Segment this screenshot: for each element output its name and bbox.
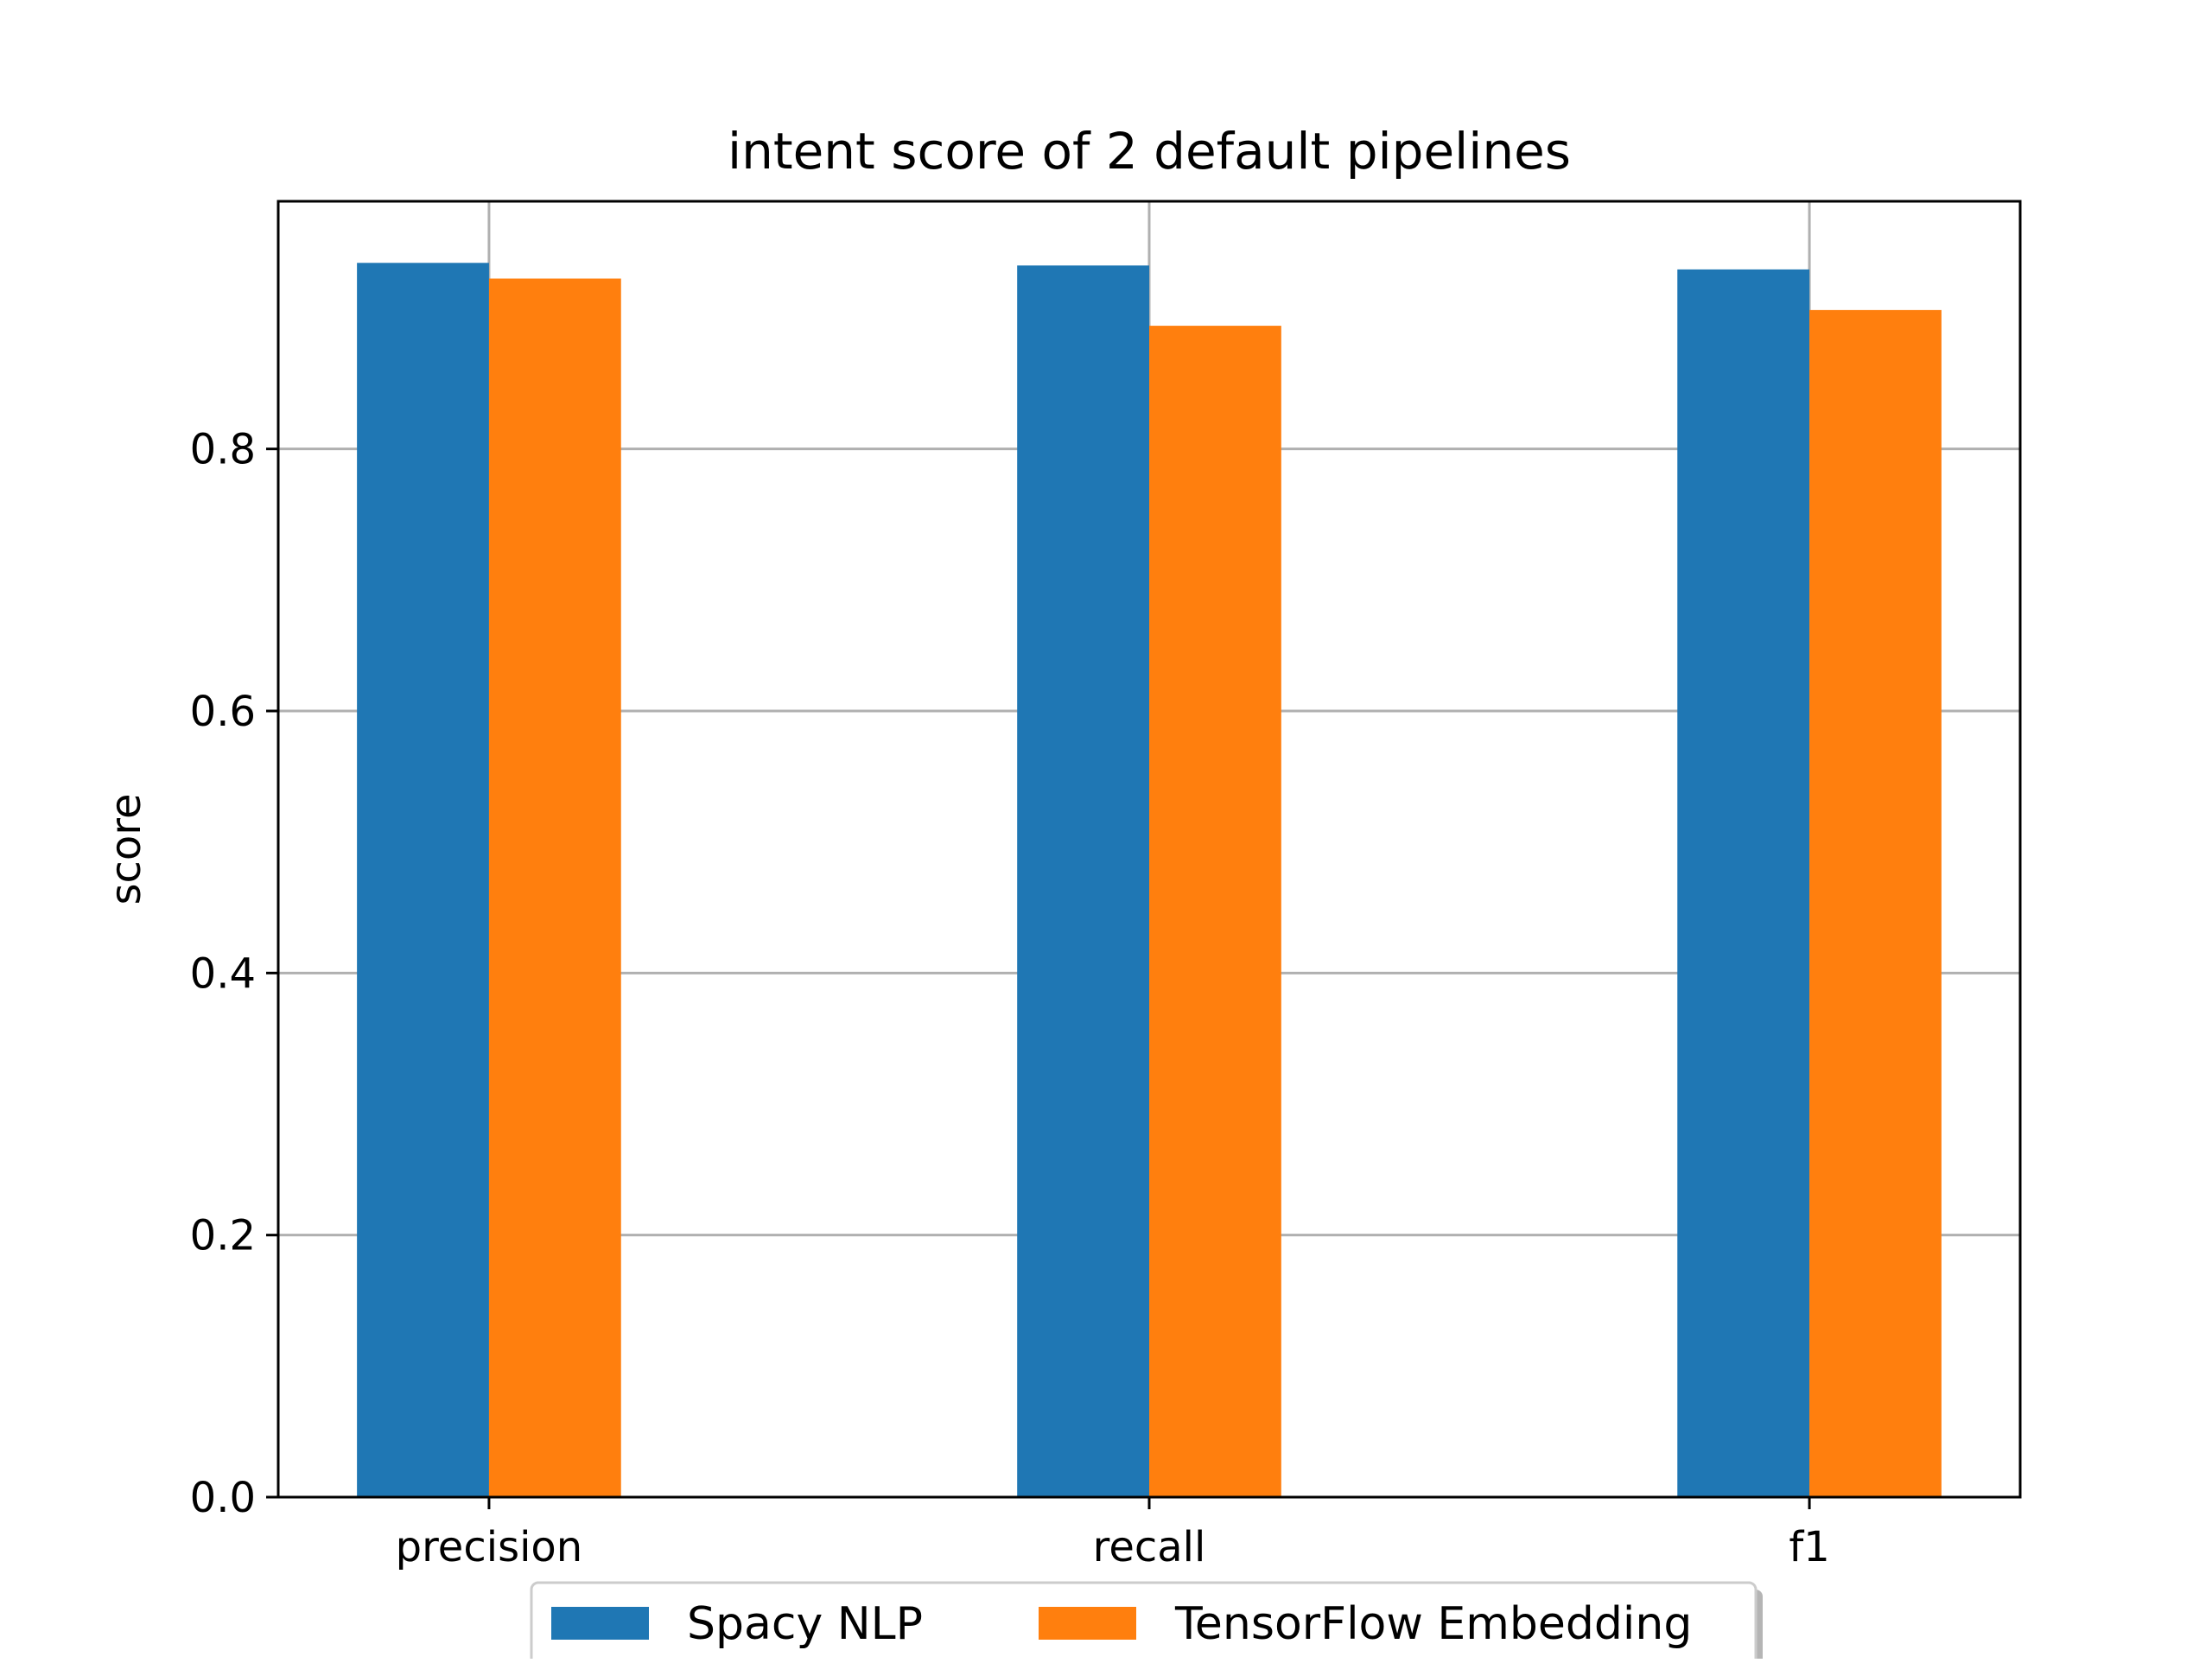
y-tick-label: 0.6 xyxy=(190,688,256,736)
y-tick-label: 0.0 xyxy=(190,1474,256,1522)
x-tick-label: precision xyxy=(396,1523,583,1571)
bar xyxy=(357,263,489,1497)
x-tick-label: recall xyxy=(1093,1523,1206,1571)
legend-box xyxy=(530,1581,1758,1663)
x-tick-label: f1 xyxy=(1789,1523,1829,1571)
bar xyxy=(488,278,621,1497)
legend: Spacy NLP TensorFlow Embedding xyxy=(530,1581,1763,1663)
y-tick-label: 0.2 xyxy=(190,1212,256,1260)
legend-label: TensorFlow Embedding xyxy=(1174,1598,1692,1650)
bars xyxy=(357,263,1942,1497)
y-axis-label: score xyxy=(102,794,150,905)
bar xyxy=(1809,309,1942,1497)
legend-swatch xyxy=(1039,1607,1136,1640)
bar xyxy=(1017,265,1149,1497)
y-tick-label: 0.8 xyxy=(190,426,256,474)
bar xyxy=(1149,326,1281,1497)
legend-label: Spacy NLP xyxy=(687,1598,923,1650)
ticks: 0.0 0.2 0.4 0.6 0.8 precision recall f1 xyxy=(190,426,1830,1571)
chart-title: intent score of 2 default pipelines xyxy=(728,122,1571,181)
y-tick-label: 0.4 xyxy=(190,949,256,998)
bar xyxy=(1677,269,1810,1497)
legend-swatch xyxy=(551,1607,649,1640)
